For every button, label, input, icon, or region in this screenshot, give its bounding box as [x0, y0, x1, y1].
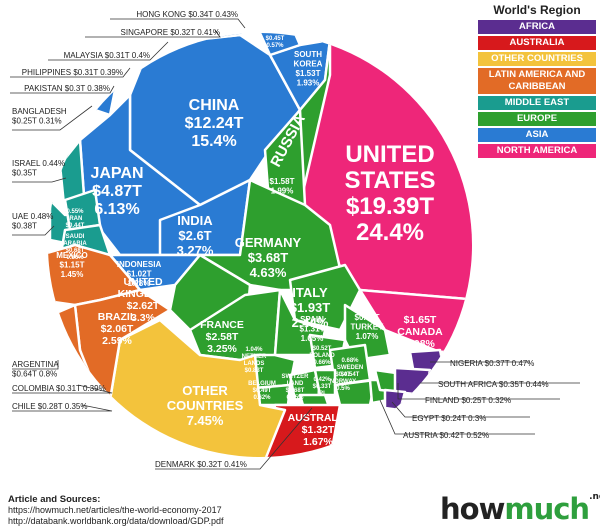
cell-label-united-kingdom: UNITED KINGDOM $2.62T 3.3%	[118, 276, 169, 324]
sources-footer: Article and Sources: https://howmuch.net…	[8, 494, 223, 527]
cell-label-japan: JAPAN $4.87T 6.13%	[90, 165, 143, 218]
leader-line-malaysia	[48, 41, 169, 61]
cell-label-netherlands: 1.04% NETHER LANDS $0.83T	[242, 347, 267, 374]
cell-label-russia-value: $1.58T 1.99%	[270, 177, 295, 196]
leader-line-bangladesh	[12, 105, 93, 131]
cell-label-canada: $1.65T CANADA 2.08%	[397, 314, 443, 350]
cell-label-norway: $0.4T NORWAY 0.5%	[330, 372, 356, 392]
leader-line-singapore	[85, 29, 221, 38]
callout-egypt: EGYPT $0.24T 0.3%	[412, 414, 486, 423]
cell-labels: UNITED STATES $19.39T 24.4% CHINA $12.24T 15.4…	[56, 29, 443, 448]
cell-egypt	[383, 388, 407, 412]
legend-items: AFRICA AUSTRALIA OTHER COUNTRIES LATIN AMER…	[478, 20, 596, 158]
callout-bangladesh: BANGLADESH $0.25T 0.31%	[12, 107, 67, 126]
cell-label-mexico: MEXICO $1.15T 1.45%	[56, 251, 88, 279]
legend-item-3: LATIN AMERICA AND CARIBBEAN	[478, 68, 596, 94]
cell-label-south-korea: SOUTH KOREA $1.53T 1.93%	[294, 50, 323, 88]
cell-label-indonesia: INDONESIA $1.02T 1.28%	[117, 260, 162, 288]
legend-item-2: OTHER COUNTRIES	[478, 52, 596, 66]
cell-label-india: INDIA $2.6T 3.27%	[177, 213, 214, 258]
callout-hong-kong: HONG KONG $0.34T 0.43%	[136, 10, 238, 19]
callout-philippines: PHILIPPINES $0.31T 0.39%	[22, 68, 123, 77]
legend-item-4: MIDDLE EAST	[478, 96, 596, 110]
cell-thailand	[253, 33, 302, 57]
logo-much: much	[504, 492, 590, 526]
leader-line-pakistan	[10, 85, 115, 94]
country-cells	[48, 33, 472, 457]
legend-item-7: NORTH AMERICA	[478, 144, 596, 158]
callout-argentina: ARGENTINA $0.64T 0.8%	[12, 360, 59, 379]
callout-israel: ISRAEL 0.44% $0.35T	[12, 159, 65, 178]
cell-norway	[333, 378, 377, 407]
cell-bangladesh	[78, 73, 117, 117]
legend-item-6: ASIA	[478, 128, 596, 142]
callout-south-africa: SOUTH AFRICA $0.35T 0.44%	[438, 380, 549, 389]
cell-label-belgium: BELGIUM $0.49T 0.62%	[248, 381, 276, 401]
cell-label-iran: 0.55% IRAN $0.44T	[66, 209, 85, 229]
callout-colombia: COLOMBIA $0.31T 0.39%	[12, 384, 106, 393]
cell-label-saudi-arabia: SAUDI ARABIA $0.68T 0.86%	[63, 234, 87, 261]
cell-label-china: CHINA $12.24T 15.4%	[185, 97, 244, 150]
cell-label-brazil: BRAZIL $2.06T 2.59%	[98, 311, 137, 347]
cell-label-italy: ITALY $1.93T 2.44%	[290, 285, 331, 330]
logo-net: .net	[589, 492, 600, 502]
source-link-data[interactable]: http://databank.worldbank.org/data/downl…	[8, 516, 224, 526]
cell-singapore	[193, 33, 242, 40]
callout-uae: UAE 0.48% $0.38T	[12, 212, 53, 231]
leader-line-uae	[12, 225, 55, 236]
callout-austria: AUSTRIA $0.42T 0.52%	[403, 431, 489, 440]
leader-line-israel	[12, 177, 67, 183]
cell-label-turkey: $0.85T TURKEY 1.07%	[351, 313, 385, 341]
cell-label-other-countries: OTHER COUNTRIES 7.45%	[167, 383, 244, 428]
callout-chile: CHILE $0.28T 0.35%	[12, 402, 87, 411]
leader-line-austria	[379, 399, 535, 435]
logo-how: how	[440, 492, 505, 526]
legend-title: World's Region	[493, 3, 581, 17]
cell-label-sweden: 0.68% SWEDEN $0.54T	[337, 358, 363, 378]
cell-ireland	[313, 368, 337, 397]
callout-labels: HONG KONG $0.34T 0.43% SINGAPORE $0.32T 0…	[10, 10, 580, 470]
callout-pakistan: PAKISTAN $0.3T 0.38%	[24, 84, 110, 93]
cell-label-united-states: UNITED STATES $19.39T 24.4%	[344, 141, 435, 246]
leader-line-colombia	[12, 384, 113, 394]
legend-item-0: AFRICA	[478, 20, 596, 34]
cell-label-france: FRANCE $2.58T 3.25%	[200, 319, 244, 355]
leader-line-finland	[397, 383, 560, 400]
legend-item-5: EUROPE	[478, 112, 596, 126]
leader-line-hong-kong	[110, 18, 246, 29]
leader-line-egypt	[391, 401, 530, 418]
leader-line-argentina	[12, 360, 59, 370]
cell-label-spain: SPAIN $1.31T 1.65%	[300, 315, 325, 343]
leader-line-chile	[12, 404, 113, 412]
callout-singapore: SINGAPORE $0.32T 0.41%	[121, 28, 220, 37]
legend-item-1: AUSTRALIA	[478, 36, 596, 50]
leader-line-philippines	[10, 67, 131, 78]
source-link-article[interactable]: https://howmuch.net/articles/the-world-e…	[8, 505, 222, 515]
cell-label-ireland: 0.42% $0.33T IRL	[313, 377, 332, 397]
cell-label-switzerland: SWITZER LAND $0.68T 0.85%	[282, 374, 310, 401]
callout-denmark: DENMARK $0.32T 0.41%	[155, 460, 247, 469]
legend: World's Region AFRICA AUSTRALIA OTHER COUN…	[478, 2, 596, 158]
leader-line-denmark	[155, 407, 313, 470]
callout-malaysia: MALAYSIA $0.31T 0.4%	[64, 51, 150, 60]
cell-label-germany: GERMANY $3.68T 4.63%	[235, 235, 302, 280]
callout-finland: FINLAND $0.25T 0.32%	[425, 396, 511, 405]
howmuch-logo: howmuch.net	[440, 492, 600, 526]
sources-title: Article and Sources:	[8, 494, 101, 505]
cell-label-australia: AUSTRALIA $1.32T 1.67%	[288, 412, 349, 448]
callout-nigeria: NIGERIA $0.37T 0.47%	[450, 359, 534, 368]
cell-label-thailand: THAILAND $0.45T 0.57%	[260, 29, 291, 49]
cell-label-poland: $0.52T POLAND 0.66%	[309, 346, 335, 366]
